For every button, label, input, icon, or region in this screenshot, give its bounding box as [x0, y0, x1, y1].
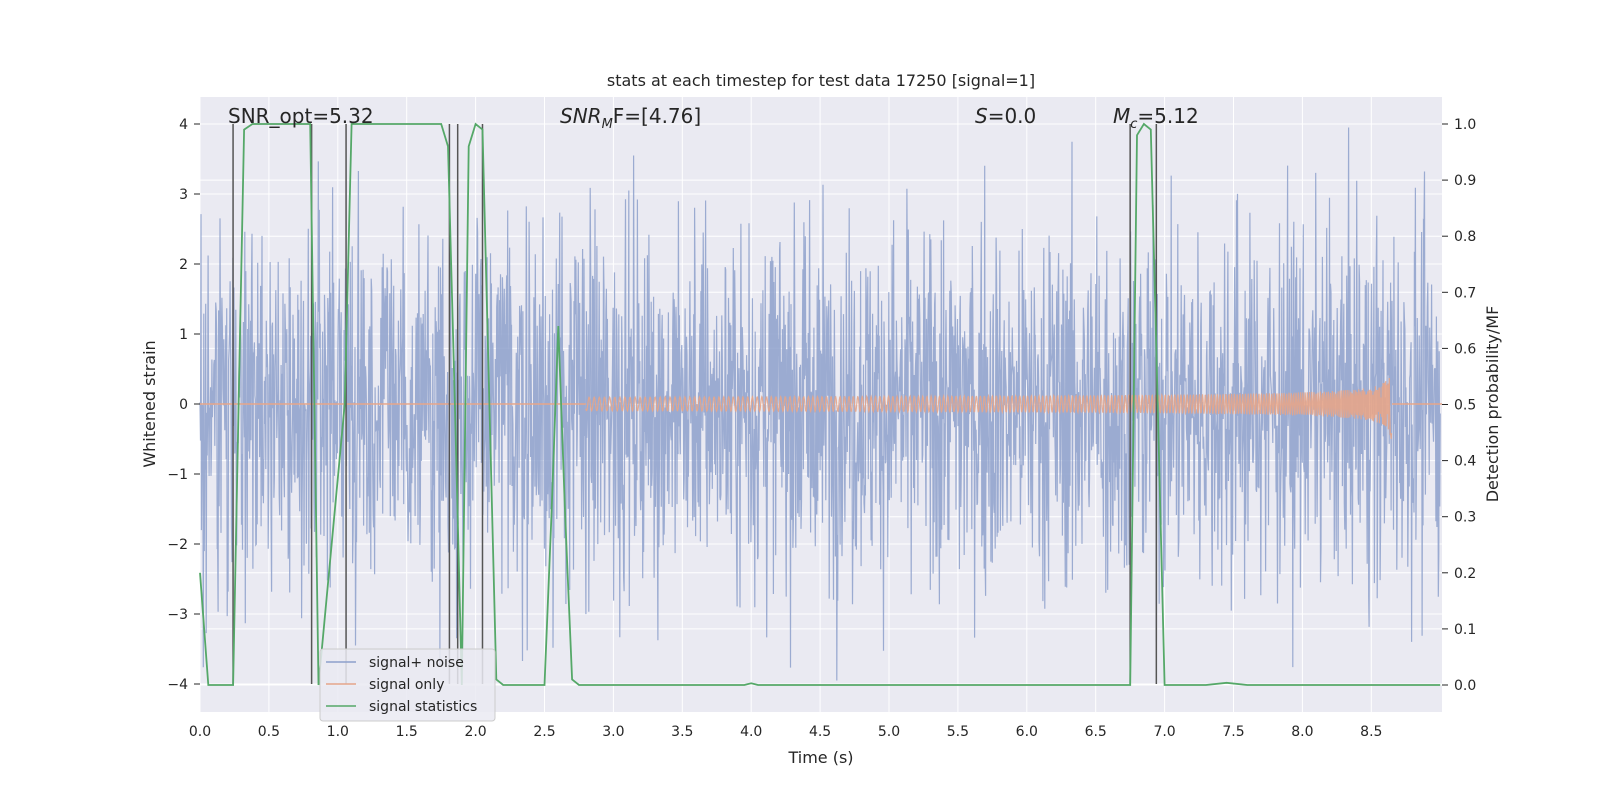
x-tick-label: 8.5	[1360, 724, 1382, 740]
y-left-axis-label: Whitened strain	[140, 340, 159, 467]
snr-mf-prefix: SNR	[560, 104, 602, 128]
signal-statistics-line	[199, 122, 1441, 686]
x-tick-label: 2.5	[533, 724, 555, 740]
snr-mf-suffix: F=[4.76]	[613, 104, 701, 128]
y-right-tick-label: 0.7	[1454, 285, 1476, 301]
legend-label-signal-noise: signal+ noise	[369, 655, 464, 671]
x-tick-label: 4.0	[740, 724, 762, 740]
x-tick-label: 3.5	[671, 724, 693, 740]
mc-name: M	[1113, 104, 1130, 128]
y-left-tick-label: 4	[179, 117, 188, 133]
y-left-tick-label: −1	[167, 467, 188, 483]
s-name: S	[975, 104, 988, 128]
chart-title: stats at each timestep for test data 172…	[607, 71, 1035, 90]
x-tick-label: 5.0	[878, 724, 900, 740]
mc-sub: c	[1130, 117, 1137, 132]
legend: signal+ noise signal only signal statist…	[319, 648, 496, 722]
signal-noise-line	[199, 127, 1441, 681]
x-tick-label: 5.5	[947, 724, 969, 740]
x-tick-label: 0.5	[258, 724, 280, 740]
y-left-tick-label: −4	[167, 677, 188, 693]
x-tick-label: 0.0	[189, 724, 211, 740]
y-right-tick-label: 0.4	[1454, 454, 1476, 470]
y-left-tick-label: −2	[167, 537, 188, 553]
x-tick-label: 7.5	[1222, 724, 1244, 740]
y-left-tick-label: −3	[167, 607, 188, 623]
legend-label-signal-statistics: signal statistics	[369, 699, 477, 715]
y-right-axis-ticks: 1.0 0.9 0.8 0.7 0.6 0.5 0.4 0.3 0.2 0.1 0.0	[1442, 117, 1476, 694]
y-left-tick-label: 3	[179, 187, 188, 203]
y-right-tick-label: 0.9	[1454, 173, 1476, 189]
x-axis-ticks: 0.0 0.5 1.0 1.5 2.0 2.5 3.0 3.5 4.0 4.5 5.0 5.5 6.0 6…	[189, 724, 1383, 740]
x-tick-label: 6.0	[1016, 724, 1038, 740]
annotation-mc: Mc=5.12	[1113, 104, 1199, 132]
signal-only-line	[585, 378, 1393, 440]
y-right-tick-label: 0.5	[1454, 398, 1476, 414]
x-tick-label: 8.0	[1291, 724, 1313, 740]
y-left-tick-label: 0	[179, 397, 188, 413]
x-axis-label: Time (s)	[787, 748, 853, 767]
y-right-tick-label: 0.2	[1454, 566, 1476, 582]
signal-statistics-series	[199, 122, 1441, 686]
y-right-tick-label: 0.0	[1454, 678, 1476, 694]
x-tick-label: 1.0	[327, 724, 349, 740]
mc-value: =5.12	[1137, 104, 1198, 128]
x-tick-label: 7.0	[1153, 724, 1175, 740]
x-tick-label: 3.0	[602, 724, 624, 740]
legend-box	[319, 648, 496, 722]
y-left-axis-ticks: 4 3 2 1 0 −1 −2 −3 −4	[167, 117, 200, 693]
y-left-tick-label: 2	[179, 257, 188, 273]
x-tick-label: 1.5	[396, 724, 418, 740]
s-value: =0.0	[988, 104, 1037, 128]
vertical-markers	[232, 124, 1158, 684]
y-right-tick-label: 0.8	[1454, 229, 1476, 245]
x-tick-label: 6.5	[1085, 724, 1107, 740]
annotation-snr-opt: SNR_opt=5.32	[228, 104, 374, 128]
x-tick-label: 4.5	[809, 724, 831, 740]
annotation-snr-mf: SNRMF=[4.76]	[560, 104, 701, 132]
signal-noise-series	[199, 127, 1441, 681]
signal-only-series	[200, 378, 1442, 440]
y-right-tick-label: 0.1	[1454, 622, 1476, 638]
x-tick-label: 2.0	[464, 724, 486, 740]
legend-label-signal-only: signal only	[369, 677, 444, 693]
annotation-s: S=0.0	[975, 104, 1036, 128]
y-right-tick-label: 1.0	[1454, 117, 1476, 133]
snr-mf-sub: M	[602, 117, 613, 132]
y-left-tick-label: 1	[179, 327, 188, 343]
y-right-axis-label: Detection probability/MF	[1483, 306, 1502, 503]
y-right-tick-label: 0.3	[1454, 510, 1476, 526]
y-right-tick-label: 0.6	[1454, 341, 1476, 357]
